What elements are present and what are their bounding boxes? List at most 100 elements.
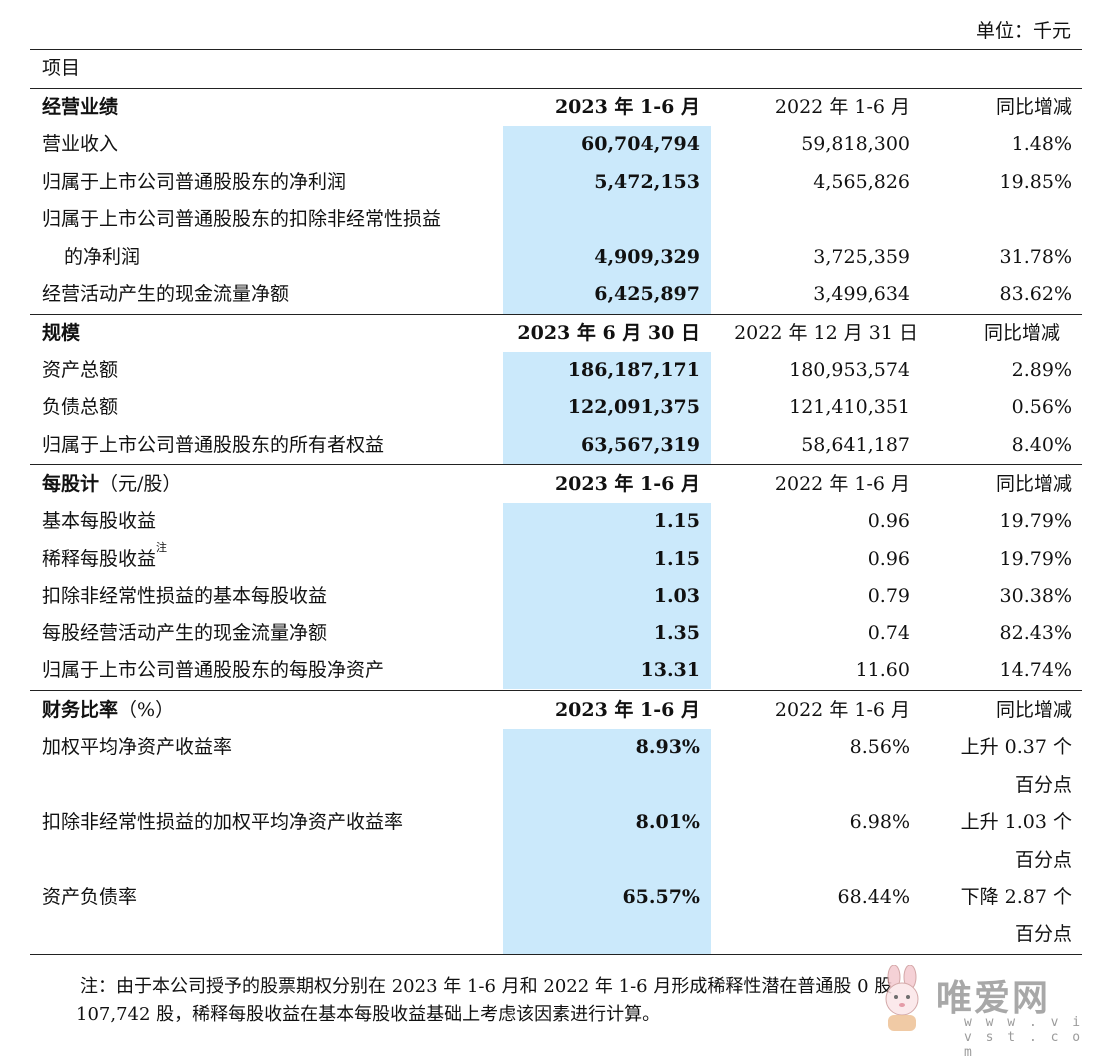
row-change-value: 19.79% xyxy=(999,510,1072,532)
col-current-header: 2023 年 6 月 30 日 xyxy=(517,322,700,344)
col-change-header: 同比增减 xyxy=(983,322,1060,344)
table-row: 扣除非经常性损益的加权平均净资产收益率 8.01% 6.98% 上升 1.03 … xyxy=(30,804,1082,841)
row-change-value: 19.85% xyxy=(999,171,1072,193)
footnote: 注：由于本公司授予的股票期权分别在 2023 年 1-6 月和 2022 年 1… xyxy=(76,973,1000,1029)
col-prior-header: 2022 年 12 月 31 日 xyxy=(734,322,918,344)
row-label-continued: 的净利润 xyxy=(64,246,141,268)
row-label: 负债总额 xyxy=(42,396,119,418)
section-rule xyxy=(30,690,1082,691)
row-label: 基本每股收益 xyxy=(42,510,157,532)
table-row: 营业收入 60,704,794 59,818,300 1.48% xyxy=(30,126,1082,163)
watermark-url: w w w . v i v s t . c o m xyxy=(964,1015,1084,1060)
row-change-value: 31.78% xyxy=(999,246,1072,268)
section-header-performance: 经营业绩 2023 年 1-6 月 2022 年 1-6 月 同比增减 xyxy=(30,89,1082,126)
row-change-value: 上升 1.03 个 xyxy=(960,811,1072,833)
row-prior-value: 0.96 xyxy=(867,548,910,570)
row-current-value: 5,472,153 xyxy=(594,171,700,193)
row-prior-value: 121,410,351 xyxy=(789,396,910,418)
row-change-value: 上升 0.37 个 xyxy=(960,736,1072,758)
row-prior-value: 8.56% xyxy=(849,736,910,758)
section-title: 每股计 xyxy=(42,473,100,495)
row-current-value: 1.35 xyxy=(653,622,700,644)
col-current-header: 2023 年 1-6 月 xyxy=(554,96,700,118)
table-top-rule xyxy=(30,49,1082,50)
row-change-value: 30.38% xyxy=(999,585,1072,607)
table-row: 归属于上市公司普通股股东的所有者权益 63,567,319 58,641,187… xyxy=(30,427,1082,464)
highlight-column-per-share xyxy=(503,503,711,689)
row-change-value: 83.62% xyxy=(999,283,1072,305)
col-current-header: 2023 年 1-6 月 xyxy=(554,473,700,495)
section-rule xyxy=(30,314,1082,315)
watermark: 唯爱网 w w w . v i v s t . c o m xyxy=(872,965,1102,1060)
row-label: 扣除非经常性损益的基本每股收益 xyxy=(42,585,328,607)
row-change-value: 82.43% xyxy=(999,622,1072,644)
row-label: 资产总额 xyxy=(42,359,119,381)
section-title-group: 每股计（元/股） xyxy=(42,466,181,503)
row-current-value: 63,567,319 xyxy=(581,434,700,456)
row-prior-value: 180,953,574 xyxy=(789,359,910,381)
row-current-value: 4,909,329 xyxy=(594,246,700,268)
row-label: 归属于上市公司普通股股东的每股净资产 xyxy=(42,659,385,681)
highlight-column-scale xyxy=(503,352,711,464)
row-current-value: 8.93% xyxy=(635,736,700,758)
table-row: 加权平均净资产收益率 8.93% 8.56% 上升 0.37 个 xyxy=(30,729,1082,766)
row-prior-value: 4,565,826 xyxy=(813,171,910,193)
rabbit-logo-icon xyxy=(885,965,919,1031)
row-label: 稀释每股收益 xyxy=(42,548,157,570)
row-label: 经营活动产生的现金流量净额 xyxy=(42,283,290,305)
row-label: 加权平均净资产收益率 xyxy=(42,736,233,758)
row-current-value: 1.15 xyxy=(653,510,700,532)
row-current-value: 13.31 xyxy=(640,659,701,681)
col-change-header: 同比增减 xyxy=(995,473,1072,495)
row-change-value-continued: 百分点 xyxy=(1014,849,1072,871)
table-row: 稀释每股收益注 1.15 0.96 19.79% xyxy=(30,541,1082,578)
item-column-header: 项目 xyxy=(42,57,81,79)
row-prior-value: 3,725,359 xyxy=(813,246,910,268)
footnote-marker: 注 xyxy=(156,541,168,554)
section-header-ratios: 财务比率（%） 2023 年 1-6 月 2022 年 1-6 月 同比增减 xyxy=(30,692,1082,729)
section-title: 经营业绩 xyxy=(42,96,119,118)
table-row: 归属于上市公司普通股股东的扣除非经常性损益 xyxy=(30,201,1082,238)
col-prior-header: 2022 年 1-6 月 xyxy=(774,96,910,118)
row-current-value: 6,425,897 xyxy=(594,283,700,305)
col-change-header: 同比增减 xyxy=(995,699,1072,721)
highlight-column-ratios xyxy=(503,729,711,954)
table-row-continued: 百分点 xyxy=(30,767,1082,804)
row-prior-value: 0.74 xyxy=(867,622,910,644)
unit-label: 单位：千元 xyxy=(975,20,1071,42)
row-change-value: 19.79% xyxy=(999,548,1072,570)
footnote-line-2: 107,742 股，稀释每股收益在基本每股收益基础上考虑该因素进行计算。 xyxy=(76,1004,661,1025)
table-row: 归属于上市公司普通股股东的净利润 5,472,153 4,565,826 19.… xyxy=(30,164,1082,201)
row-current-value: 186,187,171 xyxy=(567,359,700,381)
section-title-suffix: （元/股） xyxy=(99,473,182,495)
section-header-scale: 规模 2023 年 6 月 30 日 2022 年 12 月 31 日 同比增减 xyxy=(30,315,1082,352)
row-prior-value: 3,499,634 xyxy=(813,283,910,305)
table-row: 扣除非经常性损益的基本每股收益 1.03 0.79 30.38% xyxy=(30,578,1082,615)
table-row: 资产负债率 65.57% 68.44% 下降 2.87 个 xyxy=(30,879,1082,916)
row-label: 归属于上市公司普通股股东的净利润 xyxy=(42,171,347,193)
row-prior-value: 0.96 xyxy=(867,510,910,532)
row-current-value: 60,704,794 xyxy=(581,133,700,155)
row-label: 扣除非经常性损益的加权平均净资产收益率 xyxy=(42,811,404,833)
section-title: 财务比率 xyxy=(42,699,119,721)
row-change-value: 14.74% xyxy=(999,659,1072,681)
row-prior-value: 58,641,187 xyxy=(801,434,910,456)
watermark-text: 唯爱网 xyxy=(936,978,1051,1019)
table-row: 经营活动产生的现金流量净额 6,425,897 3,499,634 83.62% xyxy=(30,276,1082,313)
row-label: 归属于上市公司普通股股东的所有者权益 xyxy=(42,434,385,456)
col-prior-header: 2022 年 1-6 月 xyxy=(774,473,910,495)
table-row: 负债总额 122,091,375 121,410,351 0.56% xyxy=(30,389,1082,426)
row-current-value: 1.15 xyxy=(653,548,700,570)
table-row: 资产总额 186,187,171 180,953,574 2.89% xyxy=(30,352,1082,389)
row-label: 资产负债率 xyxy=(42,886,138,908)
row-change-value: 8.40% xyxy=(1011,434,1072,456)
section-title-group: 财务比率（%） xyxy=(42,692,174,729)
row-label-group: 稀释每股收益注 xyxy=(42,541,167,578)
row-prior-value: 11.60 xyxy=(855,659,910,681)
row-current-value: 65.57% xyxy=(622,886,700,908)
col-current-header: 2023 年 1-6 月 xyxy=(554,699,700,721)
table-row: 基本每股收益 1.15 0.96 19.79% xyxy=(30,503,1082,540)
row-current-value: 1.03 xyxy=(653,585,700,607)
section-title: 规模 xyxy=(42,322,81,344)
highlight-column-performance xyxy=(503,126,711,314)
